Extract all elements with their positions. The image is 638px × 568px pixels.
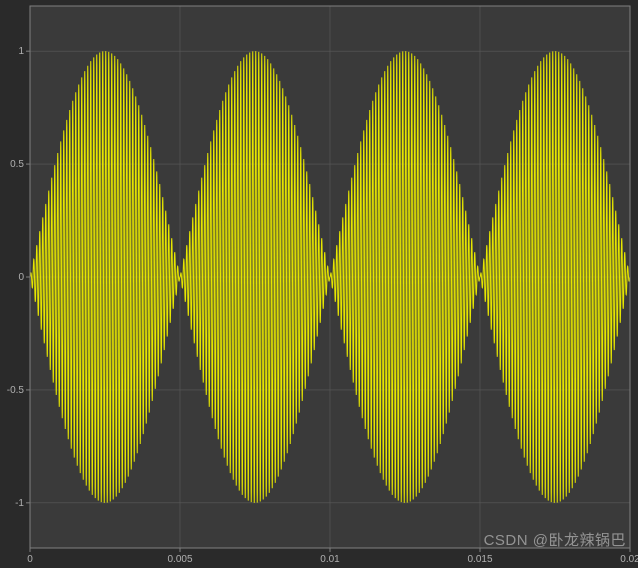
y-tick-label: 0.5 [10,159,24,170]
x-tick-label: 0 [27,554,33,565]
x-tick-label: 0.005 [167,554,192,565]
x-tick-label: 0.01 [320,554,340,565]
y-tick-label: 0 [18,272,24,283]
y-tick-label: 1 [18,46,24,57]
y-tick-label: -0.5 [7,385,25,396]
x-tick-label: 0.015 [467,554,492,565]
signal-scope-chart: -1 -0.5 0 0.5 1 0 0.005 0.01 0.015 0.02 [0,0,638,568]
x-tick-label: 0.02 [620,554,638,565]
y-tick-label: -1 [15,498,24,509]
scope-svg: -1 -0.5 0 0.5 1 0 0.005 0.01 0.015 0.02 [0,0,638,568]
